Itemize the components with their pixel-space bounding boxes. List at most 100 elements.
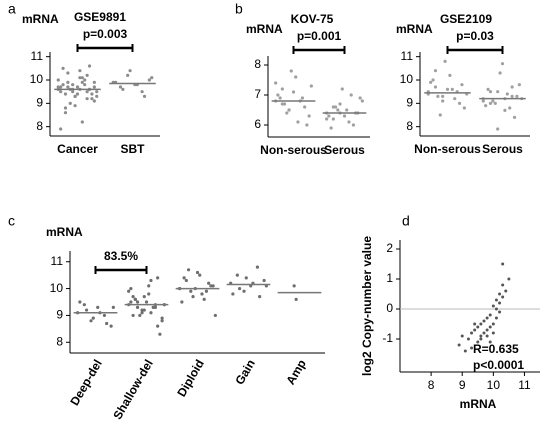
data-point (258, 295, 262, 299)
data-point (342, 114, 347, 118)
data-point (85, 97, 89, 101)
data-point (491, 99, 495, 103)
x-tick-label: Serous (482, 142, 523, 156)
data-point (61, 83, 65, 87)
data-point (488, 340, 492, 344)
data-point (473, 328, 477, 332)
data-point (90, 92, 94, 96)
data-point (486, 87, 490, 91)
data-point (496, 90, 500, 94)
y-tick-label: 11 (401, 49, 414, 63)
y-axis-label: mRNA (22, 12, 59, 26)
data-point (285, 111, 289, 115)
data-point (338, 102, 342, 106)
chart-title: GSE9891 (74, 10, 126, 24)
data-point (340, 87, 344, 91)
data-point (300, 96, 305, 100)
data-point (503, 108, 507, 112)
data-point (329, 126, 333, 130)
data-point (198, 273, 202, 277)
x-tick-label: SBT (121, 142, 146, 156)
y-axis-label: mRNA (246, 22, 283, 36)
data-point (515, 94, 519, 98)
x-tick-label: Amp (283, 357, 308, 387)
y-tick-label: 8 (36, 119, 43, 133)
data-point (85, 90, 89, 94)
y-tick-label: 1 (386, 271, 393, 285)
data-point (463, 349, 467, 353)
data-point (121, 87, 125, 91)
data-point (327, 114, 331, 118)
data-point (481, 99, 485, 103)
data-point (80, 76, 84, 80)
data-point (87, 64, 92, 68)
y-tick-label: 9 (36, 96, 43, 110)
data-point (280, 102, 284, 106)
data-point (68, 101, 72, 105)
data-point (144, 300, 149, 304)
data-point (91, 316, 95, 320)
data-point (105, 321, 109, 326)
data-point (325, 117, 329, 121)
data-point (358, 96, 362, 100)
data-point (441, 94, 445, 98)
data-point (498, 71, 502, 75)
data-point (71, 83, 75, 87)
data-point (156, 324, 160, 328)
y-tick-label: 7 (254, 87, 261, 101)
data-point (66, 80, 70, 84)
data-point (135, 305, 140, 309)
x-tick-label: 9 (459, 378, 466, 392)
data-point (142, 94, 147, 98)
y-tick-label: 10 (30, 72, 44, 86)
data-point (460, 334, 464, 338)
y-tick-label: 9 (406, 96, 413, 110)
data-point (501, 283, 505, 287)
data-point (59, 127, 63, 131)
data-point (433, 85, 438, 89)
data-point (56, 78, 60, 82)
data-point (280, 87, 284, 91)
data-point (476, 325, 480, 329)
data-point (96, 305, 100, 309)
data-point (488, 101, 493, 105)
data-point (510, 94, 514, 98)
data-point (485, 334, 489, 338)
data-point (501, 262, 505, 266)
data-point (80, 120, 84, 124)
data-point (504, 289, 508, 293)
x-tick-label: Diploid (174, 357, 206, 399)
data-point (209, 284, 213, 288)
data-point (482, 319, 486, 323)
data-point (466, 337, 470, 341)
y-tick-label: 9 (56, 308, 63, 322)
data-point (63, 106, 68, 110)
data-point (479, 322, 483, 326)
data-point (496, 127, 500, 131)
data-point (182, 276, 186, 280)
data-point (274, 81, 278, 85)
data-point (488, 90, 493, 94)
chart-title: GSE2109 (440, 12, 492, 26)
data-point (127, 289, 131, 293)
data-point (336, 108, 340, 112)
data-point (494, 316, 498, 320)
data-point (75, 92, 80, 96)
data-point (289, 69, 293, 73)
data-point (92, 80, 96, 84)
data-point (476, 340, 480, 344)
data-point (493, 101, 497, 105)
data-point (485, 328, 489, 332)
y-axis-label: mRNA (396, 22, 433, 36)
data-point (498, 310, 502, 314)
data-point (331, 117, 335, 121)
data-point (512, 115, 517, 119)
data-point (443, 59, 447, 63)
y-tick-label: 6 (254, 117, 261, 131)
stat-annotation: p<0.0001 (473, 358, 524, 372)
x-axis-label: mRNA (460, 397, 497, 411)
data-point (61, 66, 65, 70)
data-point (133, 297, 137, 301)
data-point (200, 292, 204, 296)
data-point (140, 311, 144, 315)
